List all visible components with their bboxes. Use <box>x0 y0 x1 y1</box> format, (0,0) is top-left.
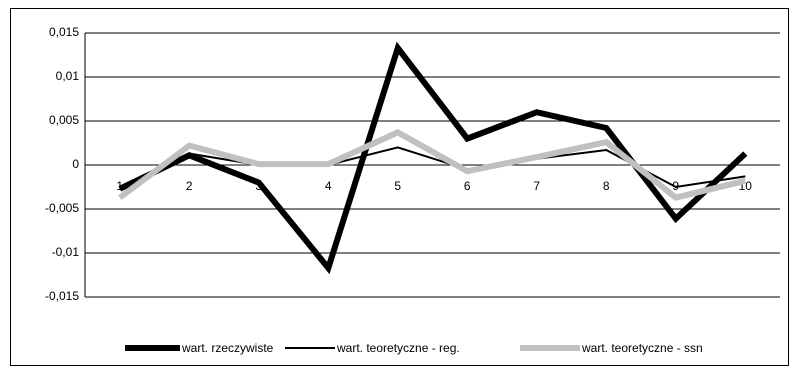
legend-label: wart. rzeczywiste <box>181 341 274 355</box>
x-tick-label: 5 <box>394 179 401 193</box>
chart-frame <box>10 8 789 366</box>
series-line <box>118 129 747 201</box>
y-tick-label: 0,01 <box>56 69 80 83</box>
y-tick-label: 0,015 <box>49 25 79 39</box>
y-tick-label: 0,005 <box>49 113 79 127</box>
legend-label: wart. teoretyczne - reg. <box>336 341 460 355</box>
legend-label: wart. teoretyczne - ssn <box>581 341 703 355</box>
y-tick-label: -0,01 <box>52 245 80 259</box>
x-tick-label: 4 <box>325 179 332 193</box>
x-tick-label: 8 <box>603 179 610 193</box>
x-tick-label: 6 <box>464 179 471 193</box>
x-tick-label: 7 <box>533 179 540 193</box>
y-tick-label: -0,015 <box>45 289 79 303</box>
y-tick-label: -0,005 <box>45 201 79 215</box>
x-tick-label: 2 <box>186 179 193 193</box>
y-tick-label: 0 <box>72 157 79 171</box>
